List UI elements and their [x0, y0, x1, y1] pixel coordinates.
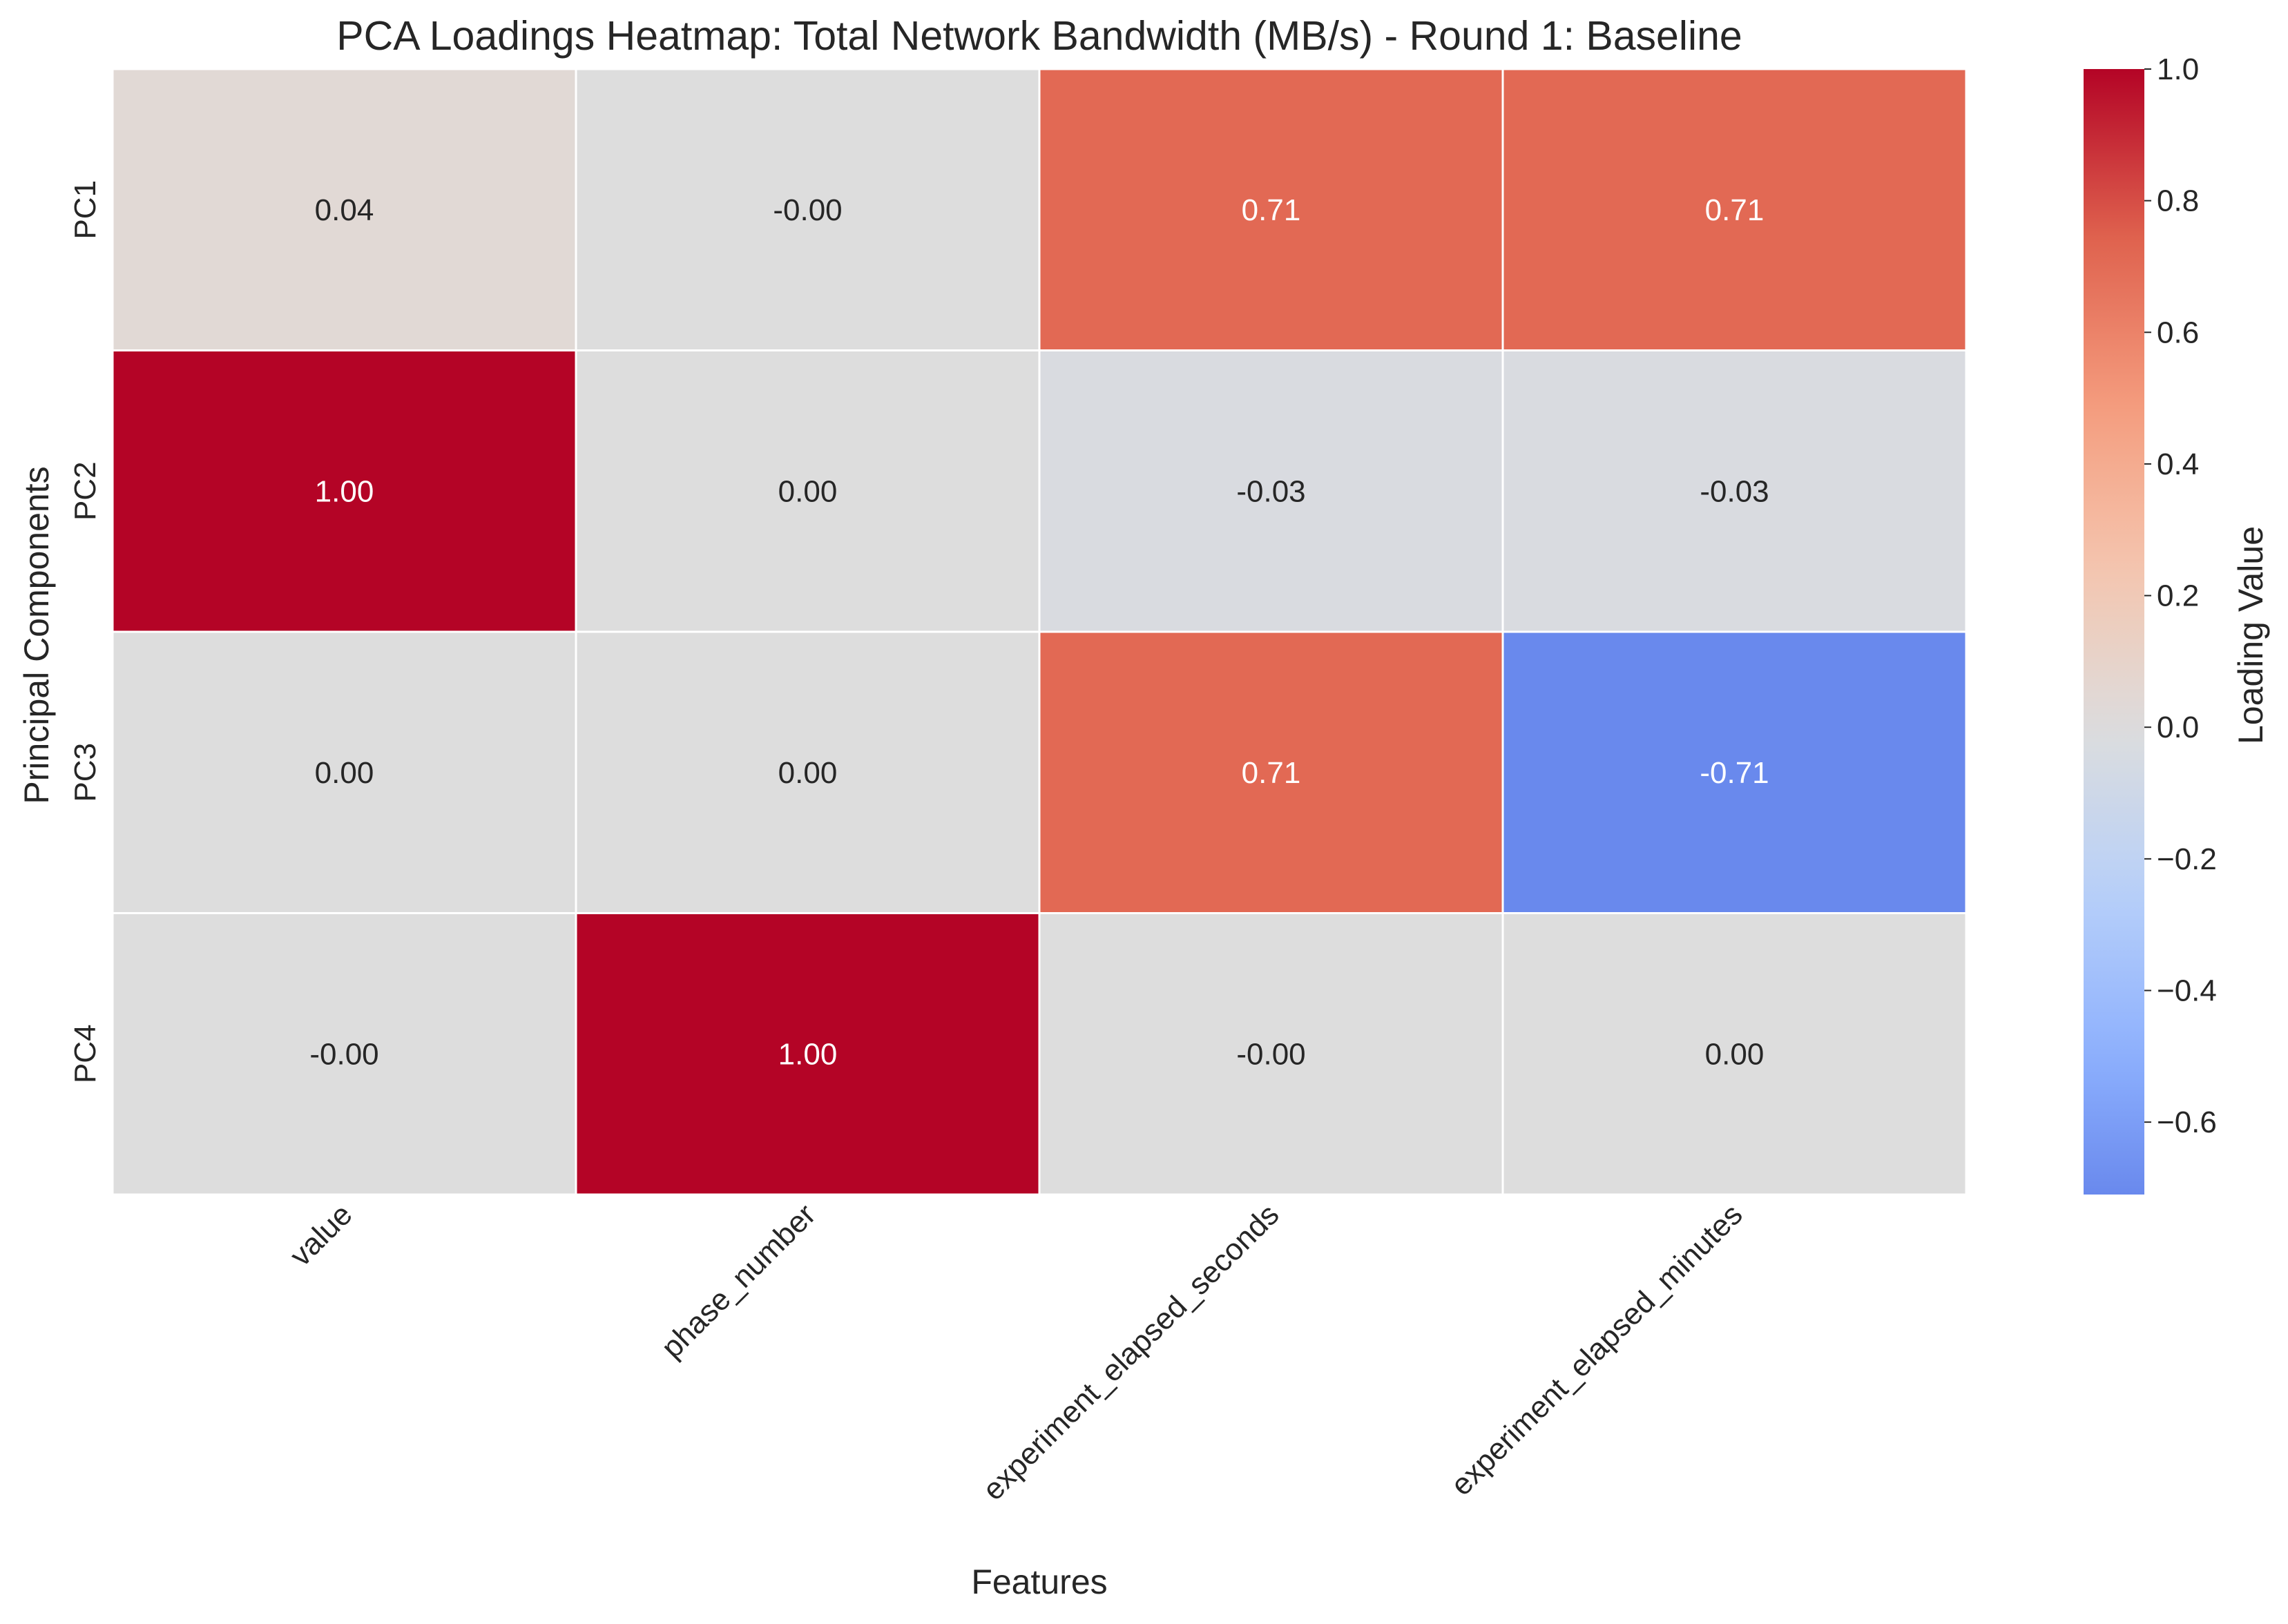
heatmap-cell [1501, 630, 1968, 914]
cell-value-label: 0.71 [1705, 193, 1765, 227]
cell-value-label: 1.00 [778, 1037, 838, 1071]
heatmap-cell-labels: 0.04 -0.00 0.71 0.71 1.00 0.00 -0.03 -0.03 0.00 0… [309, 193, 1769, 1072]
heatmap-cell [111, 630, 577, 914]
colorbar-label: Loading Value [2231, 526, 2270, 744]
heatmap-cell [575, 912, 1041, 1196]
cell-value-label: 1.00 [315, 474, 374, 508]
heatmap-cell [575, 630, 1041, 914]
colorbar-tick-label: 0.6 [2157, 316, 2199, 349]
heatmap-cell [1038, 912, 1504, 1196]
heatmap-cell [1501, 912, 1968, 1196]
cell-value-label: -0.00 [773, 193, 842, 227]
cell-value-label: -0.03 [1236, 474, 1305, 508]
heatmap-cell [1038, 68, 1504, 351]
colorbar-tick-label: −0.2 [2157, 842, 2217, 876]
colorbar-tick-label: −0.6 [2157, 1105, 2217, 1139]
heatmap-cell [575, 349, 1041, 633]
y-tick-label: PC3 [68, 743, 102, 802]
cell-value-label: 0.04 [315, 193, 374, 227]
heatmap-cell [111, 912, 577, 1196]
cell-value-label: 0.00 [778, 474, 838, 508]
heatmap-cell [111, 68, 577, 351]
y-axis-ticks: PC1 PC2 PC3 PC4 [68, 180, 102, 1083]
heatmap-cell [1501, 68, 1968, 351]
y-tick-label: PC2 [68, 461, 102, 521]
cell-value-label: 0.00 [1705, 1037, 1765, 1071]
cell-value-label: 0.71 [1242, 193, 1301, 227]
colorbar-tick-label: −0.4 [2157, 974, 2217, 1008]
cell-value-label: -0.03 [1700, 474, 1769, 508]
chart-title: PCA Loadings Heatmap: Total Network Band… [336, 13, 1742, 59]
cell-value-label: -0.00 [309, 1037, 378, 1071]
y-tick-label: PC1 [68, 180, 102, 240]
cell-value-label: 0.00 [315, 756, 374, 790]
colorbar-tick-label: 0.8 [2157, 184, 2199, 218]
cell-value-label: 0.00 [778, 756, 838, 790]
x-axis-label: Features [971, 1563, 1107, 1601]
cell-value-label: -0.00 [1236, 1037, 1305, 1071]
heatmap-cell [1038, 349, 1504, 633]
colorbar-ticks: 1.0 0.8 0.6 0.4 0.2 0.0 −0.2 −0.4 −0.6 [2144, 52, 2217, 1139]
heatmap-cells [111, 68, 1968, 1196]
cell-value-label: -0.71 [1700, 756, 1769, 790]
colorbar [2084, 69, 2144, 1195]
colorbar-tick-label: 0.4 [2157, 447, 2199, 481]
colorbar-tick-label: 0.2 [2157, 579, 2199, 613]
y-axis-label: Principal Components [17, 466, 56, 804]
colorbar-tick-label: 0.0 [2157, 710, 2199, 744]
heatmap-cell [575, 68, 1041, 351]
y-tick-label: PC4 [68, 1024, 102, 1083]
colorbar-tick-label: 1.0 [2157, 52, 2199, 86]
cell-value-label: 0.71 [1242, 756, 1301, 790]
heatmap-cell [1501, 349, 1968, 633]
